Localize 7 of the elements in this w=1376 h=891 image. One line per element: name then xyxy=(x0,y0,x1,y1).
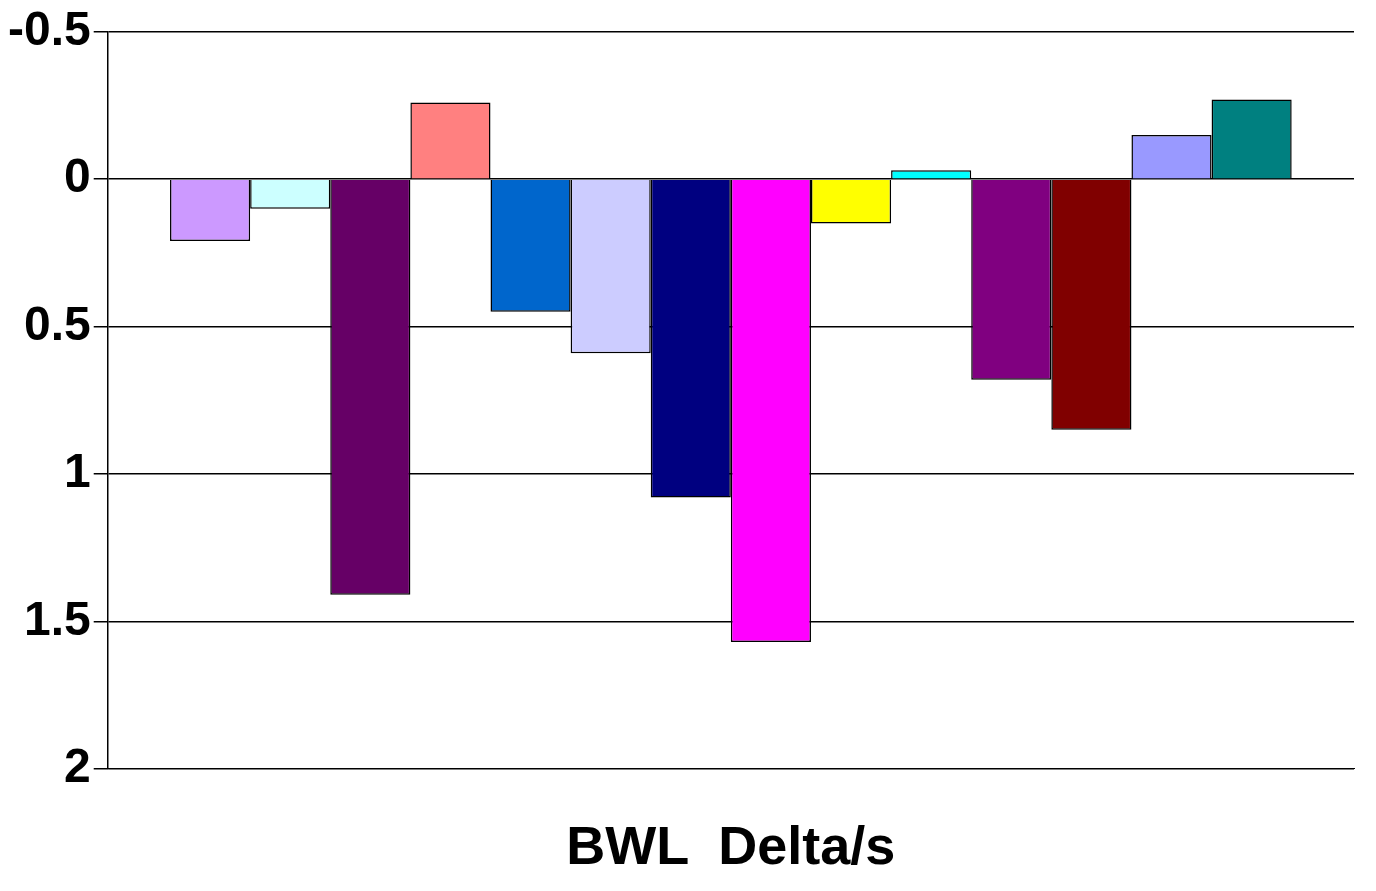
y-tick-label: 0 xyxy=(64,149,91,203)
y-tick-label: 1.5 xyxy=(23,591,91,645)
x-axis-title: BWL Delta/s xyxy=(566,815,896,876)
y-tick-label: -0.5 xyxy=(7,2,91,56)
y-tick-label: 1 xyxy=(64,444,91,498)
y-tick-label: 2 xyxy=(64,739,91,793)
y-tick-label: 0.5 xyxy=(23,296,91,350)
